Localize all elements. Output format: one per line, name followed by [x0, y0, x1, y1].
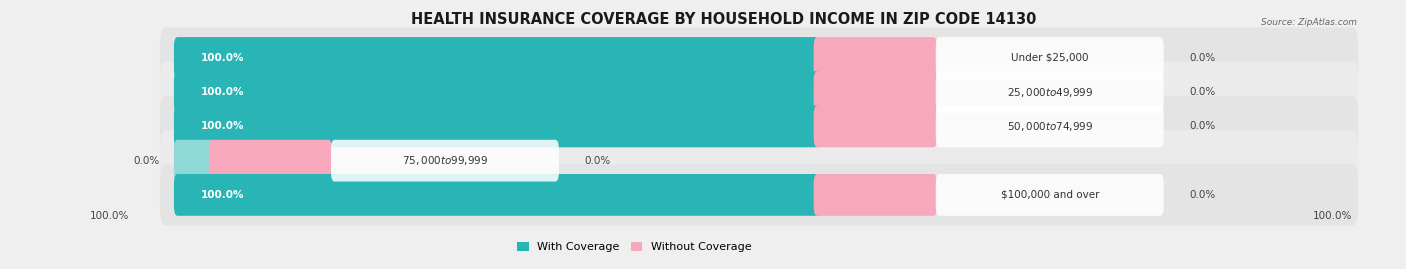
FancyBboxPatch shape	[174, 105, 821, 147]
FancyBboxPatch shape	[936, 105, 1164, 147]
FancyBboxPatch shape	[814, 37, 936, 79]
Text: 0.0%: 0.0%	[1189, 53, 1216, 63]
FancyBboxPatch shape	[174, 37, 821, 79]
Text: 100.0%: 100.0%	[201, 190, 245, 200]
Text: Source: ZipAtlas.com: Source: ZipAtlas.com	[1261, 18, 1357, 27]
FancyBboxPatch shape	[814, 174, 936, 216]
FancyBboxPatch shape	[160, 164, 1358, 225]
Text: $25,000 to $49,999: $25,000 to $49,999	[1007, 86, 1092, 99]
Text: 100.0%: 100.0%	[201, 53, 245, 63]
Text: 100.0%: 100.0%	[90, 211, 129, 221]
Text: 0.0%: 0.0%	[1189, 121, 1216, 132]
Text: HEALTH INSURANCE COVERAGE BY HOUSEHOLD INCOME IN ZIP CODE 14130: HEALTH INSURANCE COVERAGE BY HOUSEHOLD I…	[412, 12, 1036, 27]
FancyBboxPatch shape	[936, 71, 1164, 113]
FancyBboxPatch shape	[160, 62, 1358, 123]
FancyBboxPatch shape	[814, 71, 936, 113]
FancyBboxPatch shape	[209, 140, 332, 182]
Text: 100.0%: 100.0%	[1313, 211, 1353, 221]
FancyBboxPatch shape	[330, 140, 560, 182]
Text: $100,000 and over: $100,000 and over	[1001, 190, 1099, 200]
Text: 100.0%: 100.0%	[201, 87, 245, 97]
FancyBboxPatch shape	[174, 71, 821, 113]
FancyBboxPatch shape	[174, 174, 821, 216]
Text: Under $25,000: Under $25,000	[1011, 53, 1088, 63]
Text: 0.0%: 0.0%	[1189, 190, 1216, 200]
Text: 0.0%: 0.0%	[134, 156, 160, 166]
FancyBboxPatch shape	[160, 27, 1358, 89]
Text: 100.0%: 100.0%	[201, 121, 245, 132]
Text: 0.0%: 0.0%	[585, 156, 610, 166]
FancyBboxPatch shape	[936, 37, 1164, 79]
Legend: With Coverage, Without Coverage: With Coverage, Without Coverage	[513, 237, 756, 256]
FancyBboxPatch shape	[936, 174, 1164, 216]
FancyBboxPatch shape	[160, 96, 1358, 157]
Text: $50,000 to $74,999: $50,000 to $74,999	[1007, 120, 1092, 133]
FancyBboxPatch shape	[814, 105, 936, 147]
Text: $75,000 to $99,999: $75,000 to $99,999	[402, 154, 488, 167]
FancyBboxPatch shape	[160, 130, 1358, 191]
Text: 0.0%: 0.0%	[1189, 87, 1216, 97]
FancyBboxPatch shape	[174, 140, 215, 182]
